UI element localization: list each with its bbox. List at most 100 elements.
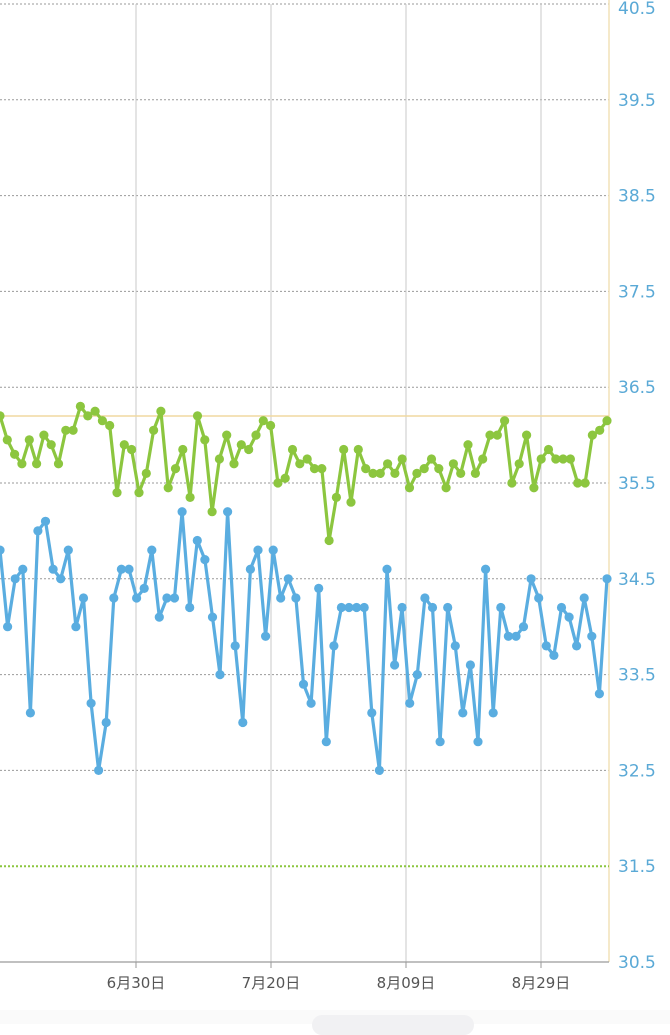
- data-point: [397, 454, 407, 464]
- data-point: [207, 612, 218, 622]
- data-point: [40, 516, 51, 526]
- data-point: [134, 488, 144, 498]
- data-point: [587, 631, 597, 641]
- data-point: [31, 459, 42, 469]
- scroll-handle[interactable]: [312, 1015, 474, 1035]
- y-tick-label: 33.5: [618, 666, 656, 686]
- data-point: [149, 425, 159, 435]
- data-point: [177, 507, 187, 517]
- data-point: [551, 454, 561, 464]
- data-point: [534, 593, 544, 603]
- data-point: [317, 464, 327, 474]
- data-point: [397, 602, 407, 613]
- data-point: [75, 401, 85, 411]
- data-point: [273, 478, 283, 488]
- data-point: [427, 602, 438, 613]
- data-point: [329, 641, 339, 651]
- data-point: [602, 416, 612, 426]
- data-point: [481, 564, 491, 574]
- data-point: [280, 473, 290, 483]
- y-tick-labels: 40.5 39.5 38.5 37.5 36.5 35.5 34.5 33.5 32.5 31.5…: [618, 0, 656, 973]
- vertical-gridlines: [135, 4, 542, 968]
- data-point: [229, 459, 239, 469]
- data-point: [33, 526, 43, 536]
- data-point: [258, 416, 268, 426]
- data-point: [105, 420, 115, 431]
- x-tick-label: 8月09日: [377, 974, 436, 992]
- data-point: [390, 660, 400, 670]
- data-point: [24, 435, 34, 445]
- data-point: [500, 416, 510, 426]
- data-point: [526, 574, 536, 584]
- data-point: [361, 464, 371, 474]
- data-point: [368, 468, 378, 478]
- data-point: [291, 593, 301, 603]
- x-tick-label: 6月30日: [107, 974, 166, 992]
- data-point: [261, 631, 271, 641]
- data-point: [558, 454, 568, 464]
- reference-lines: [0, 415, 609, 868]
- data-point: [251, 430, 261, 440]
- data-point: [56, 574, 66, 584]
- data-point: [522, 430, 532, 440]
- data-point: [298, 679, 309, 689]
- data-point: [587, 430, 598, 440]
- data-point: [496, 602, 506, 613]
- data-point: [163, 483, 173, 493]
- series-layer: [0, 401, 612, 776]
- series-1: [0, 401, 612, 546]
- data-point: [68, 425, 78, 435]
- data-point: [302, 454, 312, 464]
- data-point: [435, 737, 445, 747]
- y-tick-label: 38.5: [618, 187, 656, 207]
- data-point: [529, 483, 539, 493]
- data-point: [3, 622, 13, 632]
- data-point: [101, 717, 111, 728]
- data-point: [580, 478, 590, 488]
- data-point: [478, 454, 488, 464]
- data-point: [53, 459, 64, 469]
- data-point: [541, 641, 551, 651]
- data-point: [192, 535, 202, 546]
- data-point: [556, 602, 567, 613]
- data-point: [169, 593, 180, 603]
- data-point: [503, 631, 513, 641]
- y-tick-label: 30.5: [618, 953, 656, 973]
- series-line: [0, 404, 609, 543]
- data-point: [192, 411, 203, 421]
- data-point: [331, 492, 341, 502]
- data-point: [132, 593, 142, 603]
- data-point: [127, 444, 137, 455]
- data-point: [185, 492, 195, 502]
- data-point: [473, 737, 483, 747]
- data-point: [154, 612, 164, 622]
- data-point: [511, 631, 521, 641]
- data-point: [426, 454, 437, 464]
- data-point: [230, 641, 240, 651]
- y-tick-label: 39.5: [618, 91, 656, 111]
- data-point: [344, 602, 354, 613]
- data-point: [336, 602, 346, 613]
- data-point: [238, 717, 248, 728]
- data-point: [324, 535, 334, 546]
- data-point: [514, 459, 524, 469]
- data-point: [63, 545, 73, 555]
- data-point: [200, 435, 210, 445]
- data-point: [94, 765, 104, 776]
- data-point: [141, 468, 151, 478]
- x-tick-labels: 6月30日 7月20日 8月09日 8月29日: [107, 974, 571, 992]
- data-point: [420, 593, 430, 603]
- data-point: [507, 478, 517, 488]
- data-point: [266, 420, 276, 431]
- data-point: [383, 459, 393, 469]
- data-point: [112, 488, 122, 498]
- data-point: [18, 564, 28, 574]
- data-point: [564, 612, 574, 622]
- data-point: [470, 468, 480, 478]
- data-point: [443, 602, 453, 613]
- data-point: [61, 425, 71, 435]
- data-point: [223, 507, 233, 517]
- data-point: [339, 444, 349, 455]
- y-tick-label: 32.5: [618, 761, 656, 781]
- data-point: [215, 670, 225, 680]
